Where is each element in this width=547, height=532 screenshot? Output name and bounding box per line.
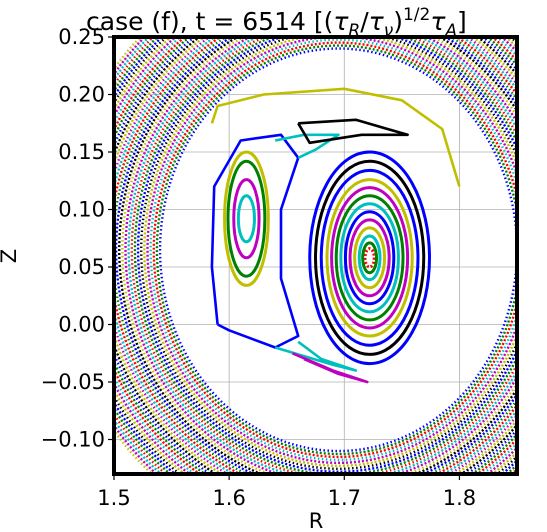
island-flux-surface <box>363 247 376 269</box>
separatrix-curve <box>210 87 461 187</box>
island-flux-surface <box>357 234 382 282</box>
field-line-traces <box>114 37 517 474</box>
island-flux-surface <box>353 226 387 290</box>
y-tick-label: 0.05 <box>58 255 105 279</box>
island-flux-surface <box>325 178 414 338</box>
title-end: ] <box>457 7 467 36</box>
island-flux-surface <box>334 194 405 322</box>
separatrix-curve <box>297 118 409 145</box>
title-close: ) <box>393 7 403 36</box>
island-flux-surface <box>330 186 410 330</box>
title-sup: 1/2 <box>403 5 430 25</box>
x-axis-ticks: 1.5 1.6 1.7 1.8 <box>97 474 476 510</box>
x-axis-label: R <box>309 509 324 532</box>
y-tick-label: 0.20 <box>58 83 105 107</box>
title-slash: / <box>360 7 369 36</box>
outer-field-line <box>149 38 517 462</box>
island-flux-surface <box>343 210 396 306</box>
x-tick-label: 1.7 <box>328 486 361 510</box>
left-island-surface <box>226 159 267 278</box>
y-axis-label: Z <box>0 249 21 263</box>
island-flux-surface <box>314 159 426 356</box>
title-sub-nu: ν <box>384 21 394 41</box>
y-tick-label: 0.10 <box>58 198 105 222</box>
outer-field-line <box>146 37 517 464</box>
y-tick-label: −0.05 <box>41 370 105 394</box>
x-tick-label: 1.5 <box>97 486 130 510</box>
left-island-surface <box>223 150 270 287</box>
island-flux-surface <box>361 241 379 275</box>
left-island-surface <box>232 178 261 260</box>
x-tick-label: 1.6 <box>212 486 245 510</box>
outer-field-line <box>114 37 159 474</box>
outer-field-line <box>121 37 517 474</box>
outer-field-line <box>114 37 517 474</box>
separatrix-curve <box>210 133 300 349</box>
island-flux-surface <box>348 218 391 298</box>
left-island-surface <box>236 194 256 244</box>
y-tick-label: −0.10 <box>41 428 105 452</box>
x-tick-label: 1.8 <box>443 486 476 510</box>
separatrix-curve <box>274 340 358 372</box>
y-tick-label: 0.25 <box>58 25 105 49</box>
separatrix-curve <box>291 352 369 384</box>
separatrix-curve <box>274 133 340 159</box>
y-tick-label: 0.15 <box>58 140 105 164</box>
title-prefix: case (f), t = 6514 [( <box>86 7 333 36</box>
title-tau-r: τ <box>333 7 349 36</box>
title-sub-r: R <box>348 21 360 41</box>
outer-field-line <box>158 47 517 453</box>
outer-field-line <box>140 37 517 470</box>
island-flux-surface <box>319 168 420 347</box>
y-tick-label: 0.00 <box>58 313 105 337</box>
plot-frame <box>112 35 519 476</box>
island-flux-surface <box>339 202 400 314</box>
island-flux-surface <box>308 150 431 366</box>
outer-field-line <box>143 37 517 467</box>
outer-field-line <box>118 37 517 474</box>
title-tau-nu: τ <box>369 7 385 36</box>
outer-field-line <box>133 37 517 474</box>
outer-field-line <box>127 37 517 474</box>
outer-field-line <box>155 44 517 456</box>
title-tau-a: τ <box>430 7 446 36</box>
y-axis-ticks: −0.10 −0.05 0.00 0.05 0.10 0.15 0.20 0.25 <box>41 25 114 452</box>
